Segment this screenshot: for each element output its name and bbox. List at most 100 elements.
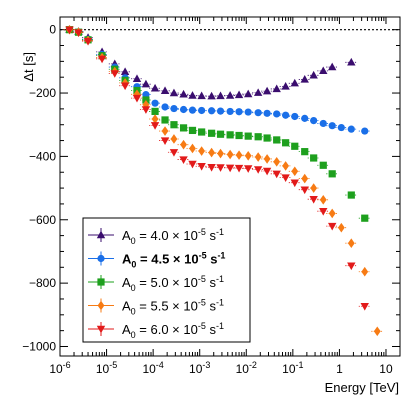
data-point [319, 66, 328, 75]
series-0 [63, 25, 358, 100]
data-point [347, 125, 355, 133]
data-point [188, 160, 197, 169]
y-tick-label: −600 [29, 213, 56, 227]
data-point [132, 74, 142, 82]
data-point [244, 108, 252, 116]
legend-marker [97, 278, 105, 286]
data-point [262, 86, 272, 95]
x-tick-label: 10-1 [282, 360, 303, 376]
data-point [217, 148, 224, 159]
x-tick-label: 10-3 [189, 360, 210, 376]
data-point [273, 136, 281, 144]
y-tick-label: 0 [49, 23, 56, 37]
data-point [282, 161, 290, 171]
x-tick-label: 10-6 [49, 360, 70, 376]
data-point [74, 29, 83, 37]
data-point [189, 143, 196, 154]
data-point [328, 122, 336, 130]
data-point [244, 89, 253, 98]
data-point [235, 108, 243, 116]
legend-entry-3: A0 = 5.5 × 10-5 s-1 [88, 298, 224, 317]
data-point [170, 121, 178, 129]
legend-label: A0 = 4.0 × 10-5 s-1 [122, 227, 224, 246]
data-point [361, 127, 369, 135]
data-point [347, 238, 355, 249]
data-point [197, 91, 206, 100]
data-point [188, 126, 197, 135]
x-tick-label: 10-5 [96, 360, 117, 376]
data-point [198, 128, 206, 136]
data-point [83, 37, 93, 46]
data-point [254, 109, 262, 117]
data-point [254, 133, 262, 141]
data-point [337, 222, 345, 233]
y-tick-label: −400 [29, 149, 56, 163]
data-point [234, 164, 244, 173]
data-point [244, 132, 252, 140]
data-point [373, 326, 381, 337]
data-point [216, 107, 225, 115]
legend-box [82, 217, 251, 343]
data-point [310, 154, 318, 162]
data-point [170, 104, 178, 113]
data-point [151, 114, 159, 124]
data-point [281, 174, 290, 183]
series-4 [63, 26, 371, 311]
data-point [180, 139, 187, 150]
data-point [301, 148, 309, 156]
data-point [347, 191, 355, 199]
data-point [254, 152, 262, 162]
data-point [179, 124, 188, 132]
y-tick-label: −1000 [22, 339, 56, 353]
data-point [226, 131, 234, 139]
data-point [360, 303, 369, 311]
x-tick-label: 10 [379, 362, 393, 376]
data-point [361, 266, 369, 277]
data-point [207, 163, 216, 172]
data-point [216, 164, 225, 172]
ticks-layer: 10-6 10-5 10-4 10-3 10-2 10-1 1 10 0 −200 −400 −600… [22, 17, 401, 376]
data-point [207, 129, 216, 137]
data-point [170, 134, 178, 144]
data-point [253, 166, 263, 174]
data-point [263, 134, 271, 142]
data-point [207, 91, 216, 100]
data-point [179, 105, 188, 114]
data-point [263, 154, 271, 164]
data-point [309, 70, 318, 79]
legend-entry-0: A0 = 4.0 × 10-5 s-1 [88, 227, 224, 246]
data-point [244, 150, 252, 161]
data-point [262, 167, 272, 176]
data-point [207, 107, 216, 115]
legend-entry-4: A0 = 6.0 × 10-5 s-1 [88, 321, 224, 340]
data-point [319, 195, 327, 205]
data-point [235, 150, 243, 160]
data-point [235, 131, 243, 140]
data-point [300, 186, 309, 195]
data-point [310, 117, 318, 125]
data-point [282, 111, 290, 119]
y-tick-label: −800 [29, 276, 56, 290]
series-1 [63, 26, 371, 135]
data-point [273, 110, 281, 118]
data-point [361, 214, 369, 222]
data-point [319, 119, 327, 128]
x-tick-label: 10-2 [236, 360, 257, 376]
data-point [160, 86, 170, 95]
data-point [198, 106, 206, 115]
data-point [291, 112, 299, 121]
data-point [234, 90, 244, 99]
legend-marker [96, 230, 106, 239]
data-point [281, 81, 290, 90]
data-point [327, 62, 337, 71]
data-point [141, 79, 151, 88]
y-axis-title: Δt [s] [21, 52, 36, 82]
data-point [197, 163, 206, 171]
data-point [290, 179, 299, 188]
data-point [282, 139, 290, 147]
data-point [290, 78, 299, 87]
data-point [208, 147, 215, 158]
y-tick-label: −200 [29, 86, 56, 100]
x-tick-label: 1 [336, 362, 343, 376]
